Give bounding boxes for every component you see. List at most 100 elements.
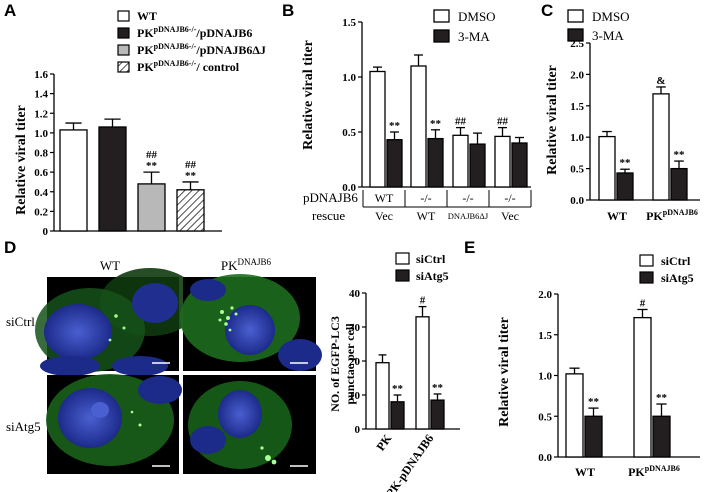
significance-mark: & [656,75,665,87]
panel-b-condition-table: pDNAJB6 rescue WT -/- -/- -/- Vec WT DNA… [303,190,532,223]
panel-c-legend: DMSO 3-MA [567,9,630,43]
significance-mark: ** [620,157,632,169]
bar [452,134,469,188]
table-cell: -/- [504,191,515,205]
bar [176,189,205,232]
y-tick-label: 1.5 [342,17,356,29]
panel-d-micrographs: WT PKDNAJB6 siCtrl siAtg5 [6,257,322,474]
y-tick-label: 2.5 [570,38,584,50]
micrograph-wt-siatg5 [46,374,182,474]
panel-b-legend: DMSO 3-MA [433,9,496,44]
panel-d-legend: siCtrl siAtg5 [395,252,449,283]
micrograph-row-label-sictrl: siCtrl [6,314,35,329]
micrograph-pk-sictrl [180,274,322,371]
x-tick-label: PK [373,431,394,453]
significance-mark: ## [185,159,197,171]
panel-label-b: B [282,1,294,20]
panel-label-a: A [4,1,16,20]
table-cell: WT [375,191,394,205]
legend-swatch-dmso [433,9,450,23]
panel-e-chart: siCtrl siAtg5 Relative viral titer 0.0 0.… [497,254,700,479]
table-cell: WT [417,209,436,223]
x-tick-label: PKpDNAJB6 [646,208,698,223]
significance-mark: ** [674,149,686,161]
bar [427,137,444,188]
y-tick-label: 1.0 [342,72,356,84]
micrograph-wt-sictrl [35,268,200,376]
table-cell: Vec [501,209,519,223]
panel-b-y-axis-label: Relative viral titer [301,40,316,150]
y-tick-label: 0.4 [34,187,48,199]
panel-label-e: E [464,238,475,257]
panel-a-y-axis-label: Relative viral titer [14,105,29,215]
significance-mark: ** [146,160,158,172]
legend-label-sictrl: siCtrl [416,252,446,266]
bar [369,70,386,188]
legend-swatch-wt [117,10,130,22]
bar [430,399,445,430]
bar [59,129,88,232]
bar [469,143,486,188]
y-tick-label: 1.0 [538,371,552,383]
legend-swatch-sictrl [395,252,410,265]
y-tick-label: 2.0 [538,289,552,301]
panel-e-legend: siCtrl siAtg5 [639,254,694,285]
panel-a-chart: WT PKpDNAJB6-/-/pDNAJB6 PKpDNAJB6-/-/pDN… [14,9,266,238]
y-tick-label: 0 [355,424,361,436]
bar [633,316,652,458]
legend-swatch-rescue [117,27,130,39]
panel-b-chart: DMSO 3-MA Relative viral titer 0.0 0.5 1.0… [301,9,532,223]
panel-d-chart: siCtrl siAtg5 NO. of EGFP-LC3 punctae pe… [328,252,460,492]
significance-mark: ## [455,116,467,128]
table-cell: -/- [462,191,473,205]
legend-label-sictrl: siCtrl [661,254,691,268]
bar [598,135,616,201]
x-tick-label: WT [607,209,627,223]
panel-a-legend: WT PKpDNAJB6-/-/pDNAJB6 PKpDNAJB6-/-/pDN… [117,9,266,74]
y-tick-label: 1.5 [570,101,584,113]
legend-label-deltaj: PKpDNAJB6-/-/pDNAJB6ΔJ [137,42,266,57]
significance-mark: ** [432,382,444,394]
panel-c-y-axis-label: Relative viral titer [545,65,560,175]
micrograph-pk-siatg5 [183,375,316,474]
table-row-label-pdnajb6: pDNAJB6 [303,190,358,205]
legend-label-siatg5: siAtg5 [661,271,694,285]
y-tick-label: 0 [43,226,49,238]
panel-label-d: D [4,238,16,257]
y-tick-label: 2.0 [570,69,584,81]
significance-mark: ** [185,170,197,182]
legend-label-wt: WT [137,9,157,23]
bar [375,362,390,430]
y-tick-label: 1.0 [34,128,48,140]
legend-swatch-3ma [567,28,584,42]
y-tick-label: 0.8 [34,148,48,160]
legend-swatch-sictrl [639,254,654,267]
significance-mark: ** [430,118,442,130]
y-tick-label: 30 [349,322,361,334]
y-tick-label: 40 [349,288,361,300]
panel-e-y-axis-label: Relative viral titer [497,317,512,427]
bar [616,172,634,201]
bar [390,401,405,430]
significance-mark: # [420,295,426,307]
significance-mark: ** [588,396,600,408]
y-tick-label: 0.0 [538,452,552,464]
table-cell: Vec [375,209,393,223]
y-tick-label: 1.6 [34,69,48,81]
legend-label-3ma: 3-MA [592,28,624,43]
y-tick-label: 1.2 [34,108,48,120]
panel-d-y-axis-label-line1: NO. of EGFP-LC3 [328,316,342,412]
y-tick-label: 0.0 [342,182,356,194]
micrograph-column-label-wt: WT [100,258,120,273]
legend-swatch-siatg5 [395,269,410,282]
table-cell: -/- [420,191,431,205]
bar [584,415,603,458]
y-tick-label: 0.0 [570,195,584,207]
legend-label-3ma: 3-MA [458,29,490,44]
legend-swatch-dmso [567,9,584,23]
legend-label-dmso: DMSO [592,9,630,24]
x-tick-label: WT [575,465,595,479]
y-tick-label: 0.5 [570,164,584,176]
table-row-label-rescue: rescue [312,208,345,223]
